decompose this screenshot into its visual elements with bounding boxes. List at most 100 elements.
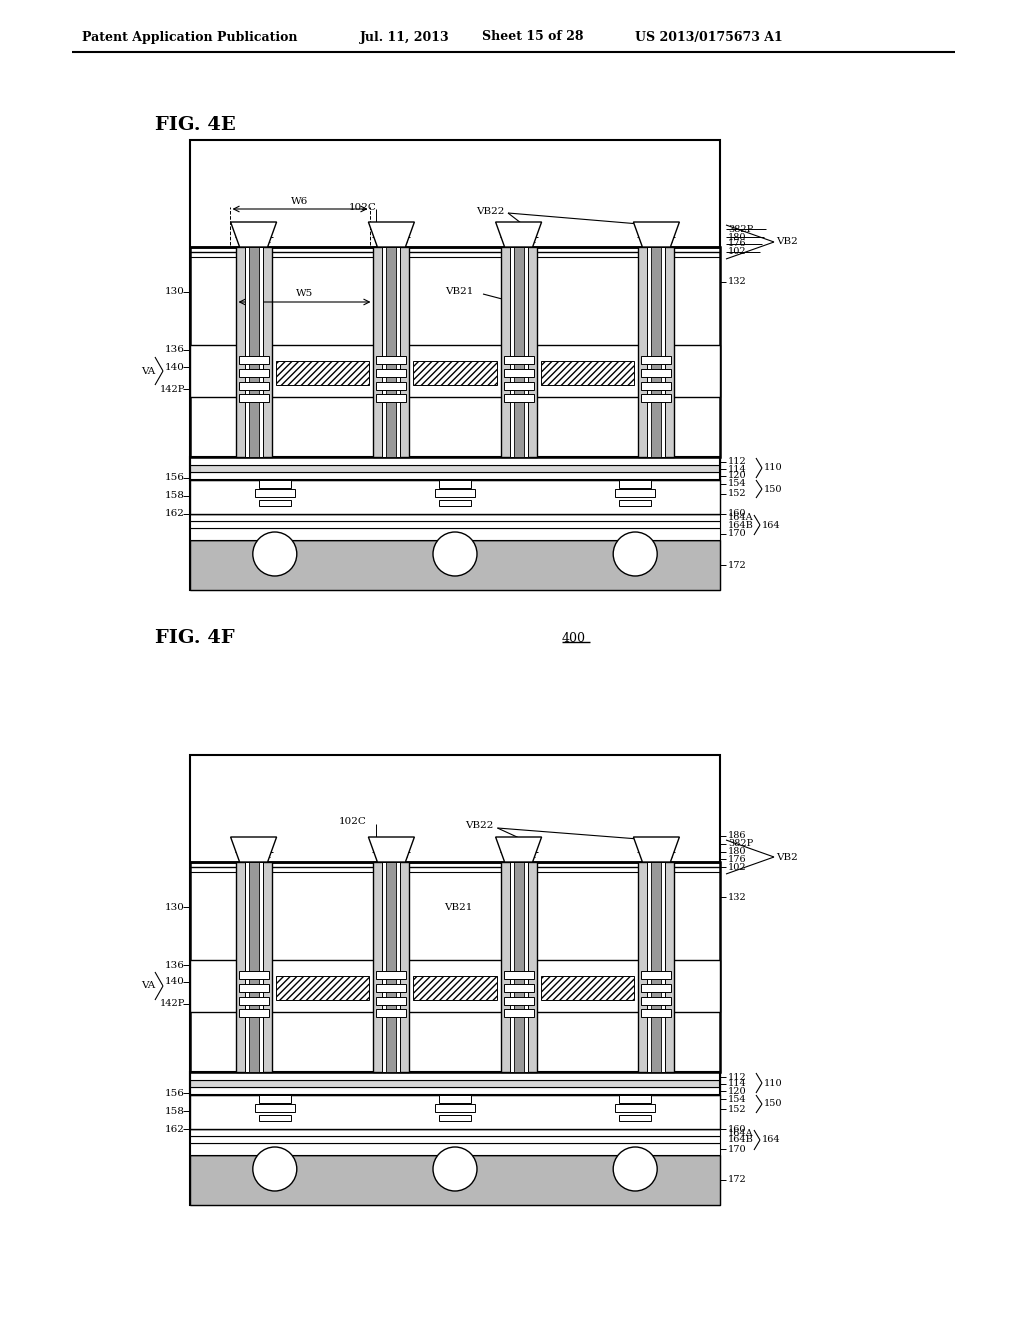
Bar [377, 983, 407, 993]
Bar [190, 1086, 720, 1096]
Bar [239, 1008, 268, 1016]
Bar [374, 247, 410, 457]
Bar [439, 1115, 471, 1121]
Bar [439, 500, 471, 506]
Text: 114: 114 [728, 1080, 746, 1089]
Bar [641, 381, 672, 389]
Bar [504, 356, 534, 364]
Bar [190, 1143, 720, 1155]
Text: 114: 114 [728, 465, 746, 474]
Text: 140: 140 [165, 978, 185, 986]
Polygon shape [369, 837, 415, 862]
Bar [275, 360, 370, 385]
Text: US 2013/0175673 A1: US 2013/0175673 A1 [635, 30, 782, 44]
Bar [504, 393, 534, 403]
Polygon shape [496, 222, 542, 247]
Bar [439, 480, 471, 488]
Bar [239, 997, 268, 1005]
Text: VB2: VB2 [776, 238, 798, 247]
Bar [249, 247, 259, 457]
Text: 102: 102 [728, 862, 746, 871]
Text: 160: 160 [728, 1125, 746, 1134]
Bar [190, 528, 720, 540]
Bar [439, 1096, 471, 1104]
Text: 152: 152 [728, 1105, 746, 1114]
Bar [190, 140, 720, 590]
Text: 400: 400 [562, 631, 586, 644]
Bar [382, 862, 400, 1072]
Text: 130: 130 [165, 903, 185, 912]
Bar [239, 972, 268, 979]
Text: 156: 156 [165, 474, 185, 483]
Bar [641, 1008, 672, 1016]
Bar [190, 1096, 720, 1129]
Bar [190, 1072, 720, 1080]
Circle shape [613, 532, 657, 576]
Text: 154: 154 [728, 1094, 746, 1104]
Text: 382P: 382P [728, 840, 754, 849]
Text: 120: 120 [728, 471, 746, 480]
Polygon shape [230, 222, 276, 247]
Bar [249, 862, 259, 1072]
Bar [190, 465, 720, 473]
Text: 164B: 164B [728, 1135, 754, 1144]
Bar [414, 360, 497, 385]
Text: 102C: 102C [338, 817, 367, 826]
Bar [190, 247, 720, 457]
Bar [190, 1137, 720, 1143]
Bar [510, 862, 527, 1072]
Text: 164: 164 [762, 1135, 780, 1144]
Bar [190, 862, 720, 1072]
Text: 112: 112 [728, 1072, 746, 1081]
Text: VB21: VB21 [444, 903, 473, 912]
Bar [651, 862, 662, 1072]
Text: 164A: 164A [728, 513, 754, 523]
Bar [620, 1096, 651, 1104]
Bar [638, 862, 675, 1072]
Bar [504, 997, 534, 1005]
Bar [377, 370, 407, 378]
Text: 186: 186 [728, 832, 746, 841]
Text: 110: 110 [764, 463, 782, 473]
Text: FIG. 4F: FIG. 4F [155, 630, 234, 647]
Bar [414, 975, 497, 1001]
Polygon shape [496, 837, 542, 862]
Text: 102: 102 [728, 248, 746, 256]
Bar [190, 1080, 720, 1086]
Bar [641, 356, 672, 364]
Text: 132: 132 [728, 277, 746, 286]
Bar [514, 247, 523, 457]
Text: Sheet 15 of 28: Sheet 15 of 28 [482, 30, 584, 44]
Bar [504, 381, 534, 389]
Text: 132: 132 [728, 892, 746, 902]
Text: FIG. 4E: FIG. 4E [155, 116, 236, 135]
Polygon shape [230, 837, 276, 862]
Bar [514, 862, 523, 1072]
Bar [377, 1008, 407, 1016]
Bar [386, 862, 396, 1072]
Bar [641, 393, 672, 403]
Bar [374, 862, 410, 1072]
Text: 164: 164 [762, 520, 780, 529]
Circle shape [613, 1147, 657, 1191]
Bar [641, 972, 672, 979]
Bar [377, 997, 407, 1005]
Bar [541, 360, 635, 385]
Bar [190, 513, 720, 521]
Text: 176: 176 [728, 854, 746, 863]
Text: Patent Application Publication: Patent Application Publication [82, 30, 298, 44]
Bar [386, 247, 396, 457]
Polygon shape [634, 222, 679, 247]
Bar [620, 500, 651, 506]
Polygon shape [634, 837, 679, 862]
Bar [435, 1104, 475, 1111]
Text: 152: 152 [728, 490, 746, 499]
Bar [641, 370, 672, 378]
Bar [255, 488, 295, 498]
Text: 162: 162 [165, 510, 185, 519]
Bar [377, 356, 407, 364]
Bar [504, 972, 534, 979]
Text: 180: 180 [728, 847, 746, 857]
Text: 170: 170 [728, 1144, 746, 1154]
Text: 160: 160 [728, 510, 746, 519]
